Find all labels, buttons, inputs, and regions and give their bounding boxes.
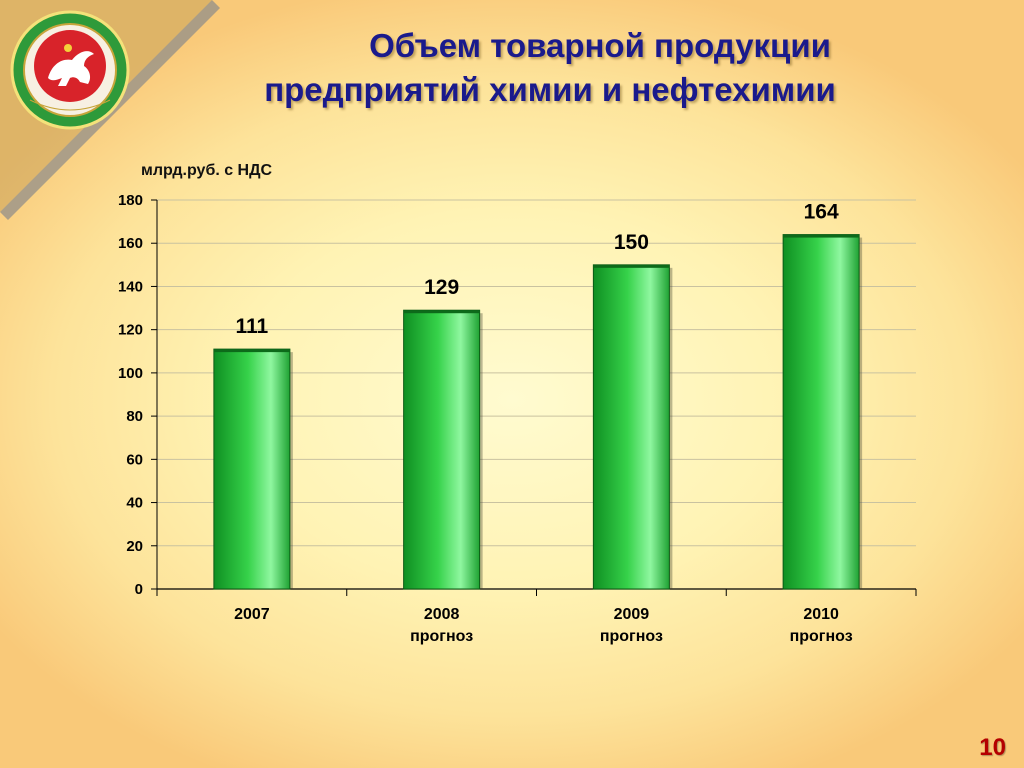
slide-title: Объем товарной продукции предприятий хим… — [170, 24, 1024, 112]
data-label: 150 — [614, 231, 649, 254]
labels: 0 20 40 60 80 100 120 140 160 180 111 2007 129 2008 пр… — [118, 192, 853, 645]
y-tick-label: 80 — [126, 408, 143, 425]
bars — [213, 234, 863, 590]
y-tick-label: 160 — [118, 235, 143, 252]
bar — [213, 348, 291, 590]
category-label: 2007 — [234, 606, 270, 623]
title-line-2: предприятий химии и нефтехимии — [264, 71, 836, 108]
category-label: 2009 — [614, 606, 650, 623]
bar-top-edge — [213, 349, 290, 353]
y-tick-label: 120 — [118, 322, 143, 339]
category-label: прогноз — [410, 628, 473, 645]
y-tick-label: 60 — [126, 451, 143, 468]
y-tick-label: 100 — [118, 365, 143, 382]
y-tick-label: 0 — [135, 581, 143, 598]
bar — [782, 234, 860, 590]
bar-top-edge — [403, 310, 480, 314]
data-label: 111 — [236, 315, 269, 338]
category-label: прогноз — [790, 628, 853, 645]
bar — [403, 309, 481, 590]
slide-number: 10 — [979, 734, 1006, 761]
title-line-1: Объем товарной продукции — [369, 27, 831, 64]
tatarstan-emblem — [8, 8, 132, 132]
y-axis-unit-label: млрд.руб. с НДС — [141, 162, 273, 179]
category-label: 2010 — [803, 606, 839, 623]
bar-top-edge — [593, 264, 670, 268]
category-label: 2008 — [424, 606, 460, 623]
category-label: прогноз — [600, 628, 663, 645]
y-tick-label: 140 — [118, 278, 143, 295]
emblem-icon — [10, 10, 130, 130]
y-tick-label: 20 — [126, 538, 143, 555]
data-label: 129 — [424, 276, 459, 299]
bar — [592, 264, 670, 590]
bar-top-edge — [783, 234, 860, 238]
y-tick-label: 40 — [126, 495, 143, 512]
data-label: 164 — [804, 201, 839, 224]
y-tick-label: 180 — [118, 192, 143, 209]
